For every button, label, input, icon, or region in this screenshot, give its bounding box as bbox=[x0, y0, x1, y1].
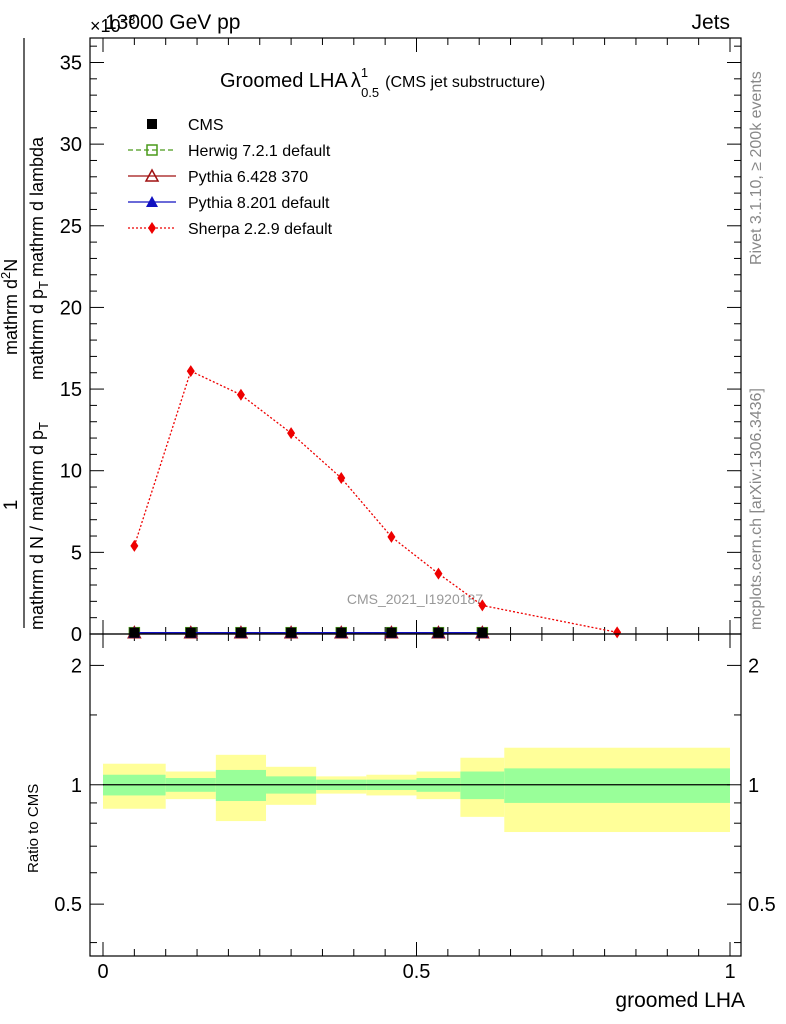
collision-label: 13000 GeV pp bbox=[105, 11, 240, 34]
ylabel-denominator: mathrm d N / mathrm d pT bbox=[27, 422, 51, 630]
data-point-sherpa bbox=[613, 626, 622, 639]
analysis-watermark: CMS_2021_I1920187 bbox=[347, 591, 483, 607]
data-point-cms bbox=[129, 627, 140, 638]
data-point-sherpa bbox=[287, 427, 296, 440]
xlabel: groomed LHA bbox=[615, 989, 745, 1012]
data-point-sherpa bbox=[130, 539, 139, 552]
plot-title: Groomed LHA λ1 0.5(CMS jet substructure) bbox=[220, 65, 545, 100]
main-ytick-label: 0 bbox=[71, 624, 82, 646]
main-ytick-label: 25 bbox=[60, 216, 82, 238]
legend-label-pythia6: Pythia 6.428 370 bbox=[188, 169, 308, 186]
data-point-sherpa bbox=[434, 567, 443, 580]
xtick-label: 0 bbox=[97, 961, 108, 983]
legend: CMS Herwig 7.2.1 default Pythia 6.428 370 P… bbox=[128, 117, 333, 238]
main-ytick-label: 20 bbox=[60, 297, 82, 319]
ratio-frame bbox=[89, 633, 742, 957]
data-point-sherpa bbox=[478, 599, 487, 612]
ratio-ticks: 0.5 0.5 1 1 2 2 0 0.5 1 bbox=[54, 634, 776, 983]
ratio-ytick-label-right: 1 bbox=[748, 775, 759, 797]
ratio-ytick-label-right: 2 bbox=[748, 655, 759, 677]
legend-label-herwig: Herwig 7.2.1 default bbox=[188, 143, 331, 160]
data-point-cms bbox=[336, 627, 347, 638]
legend-marker-cms bbox=[147, 119, 157, 129]
data-point-sherpa bbox=[387, 530, 396, 543]
ratio-ytick-label: 2 bbox=[71, 655, 82, 677]
data-point-cms bbox=[477, 627, 488, 638]
main-ytick-label: 10 bbox=[60, 461, 82, 483]
legend-label-sherpa: Sherpa 2.2.9 default bbox=[188, 221, 333, 238]
legend-label-pythia8: Pythia 8.201 default bbox=[188, 195, 330, 212]
ratio-band-inner bbox=[215, 769, 267, 802]
main-ytick-label: 35 bbox=[60, 52, 82, 74]
legend-marker-pythia6 bbox=[144, 168, 160, 182]
data-point-cms bbox=[286, 627, 297, 638]
data-point-cms bbox=[433, 627, 444, 638]
rivet-label: Rivet 3.1.10, ≥ 200k events bbox=[748, 71, 765, 265]
series-layer bbox=[127, 365, 622, 639]
data-point-sherpa bbox=[337, 472, 346, 485]
ylabel-top: mathrm d2N bbox=[0, 259, 21, 355]
main-ylabel: 1 mathrm d N / mathrm d pT mathrm d2N ma… bbox=[0, 38, 51, 630]
ratio-ytick-label: 1 bbox=[71, 775, 82, 797]
ratio-bands bbox=[103, 747, 730, 833]
ratio-ytick-label-right: 0.5 bbox=[748, 894, 776, 916]
xtick-label: 0.5 bbox=[403, 961, 431, 983]
legend-marker-sherpa bbox=[148, 222, 156, 234]
ratio-ylabel: Ratio to CMS bbox=[25, 784, 42, 873]
mcplots-label: mcplots.cern.ch [arXiv:1306.3436] bbox=[748, 388, 765, 630]
category-label: Jets bbox=[691, 11, 730, 34]
ylabel-numerator: 1 bbox=[1, 500, 22, 511]
legend-marker-herwig bbox=[146, 144, 158, 156]
exponent-label: ×10−3 bbox=[90, 12, 135, 36]
data-point-cms bbox=[386, 627, 397, 638]
main-ytick-label: 30 bbox=[60, 134, 82, 156]
legend-label-cms: CMS bbox=[188, 117, 224, 134]
legend-marker-pythia8 bbox=[146, 196, 158, 207]
ratio-band-inner bbox=[504, 768, 730, 803]
ratio-ytick-label: 0.5 bbox=[54, 894, 82, 916]
main-ytick-label: 5 bbox=[71, 542, 82, 564]
data-point-cms bbox=[185, 627, 196, 638]
data-point-cms bbox=[235, 627, 246, 638]
data-point-sherpa bbox=[186, 365, 195, 378]
main-ticks: 0 5 10 15 20 25 30 35 bbox=[60, 38, 741, 646]
xtick-label: 1 bbox=[724, 961, 735, 983]
main-ytick-label: 15 bbox=[60, 379, 82, 401]
data-point-sherpa bbox=[236, 388, 245, 401]
ylabel-bottom: mathrm d pTmathrm d lambda bbox=[27, 136, 51, 380]
